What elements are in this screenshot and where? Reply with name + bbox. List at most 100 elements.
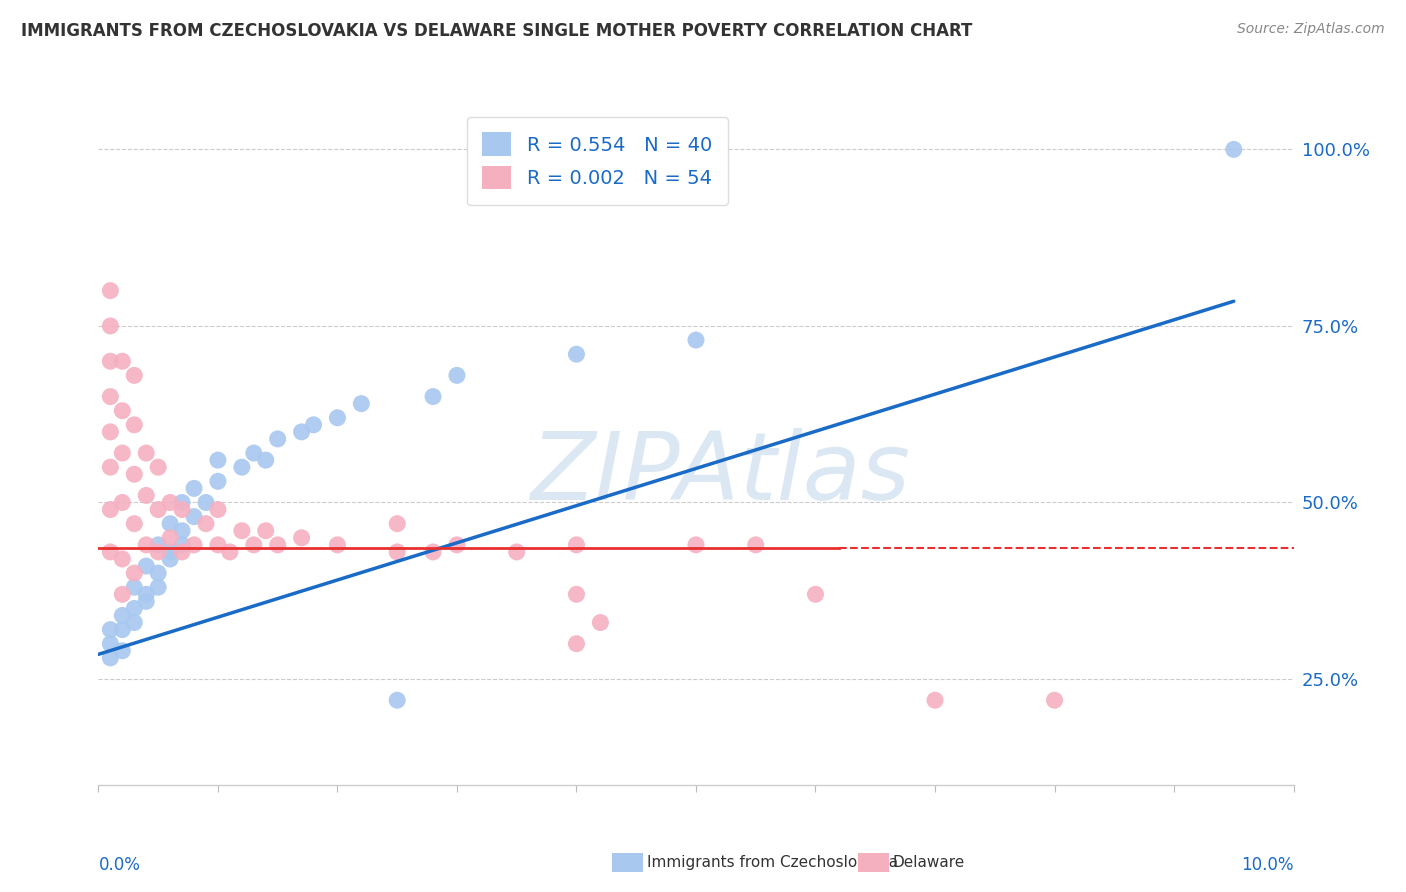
Point (243, 538, 266, 552)
Point (98, 318, 122, 333)
Point (111, 495, 134, 509)
Point (565, 587, 588, 601)
Point (124, 601, 146, 615)
Point (124, 368, 146, 383)
Point (135, 559, 157, 574)
Point (219, 545, 242, 559)
Point (124, 615, 146, 630)
Point (124, 566, 146, 581)
Point (172, 495, 194, 509)
Point (124, 580, 146, 594)
Text: 0.0%: 0.0% (98, 856, 141, 874)
Point (124, 417, 146, 432)
Point (231, 524, 253, 538)
Point (326, 538, 349, 552)
Point (291, 425, 314, 439)
Text: Source: ZipAtlas.com: Source: ZipAtlas.com (1237, 22, 1385, 37)
Text: ZIPAtlas: ZIPAtlas (530, 427, 910, 518)
Point (98, 354, 122, 368)
Point (111, 623, 134, 637)
Point (159, 545, 181, 559)
Text: Immigrants from Czechoslovakia: Immigrants from Czechoslovakia (647, 855, 898, 870)
Point (326, 410, 349, 425)
Point (148, 538, 170, 552)
Point (506, 545, 529, 559)
Point (446, 368, 468, 383)
Point (804, 587, 827, 601)
Point (148, 545, 170, 559)
Point (243, 446, 266, 460)
Point (124, 467, 146, 482)
Point (207, 538, 229, 552)
Point (267, 538, 290, 552)
Point (111, 446, 134, 460)
Text: 10.0%: 10.0% (1241, 856, 1294, 874)
Point (98, 651, 122, 665)
Point (135, 446, 157, 460)
Point (135, 538, 157, 552)
Point (685, 538, 707, 552)
Point (207, 475, 229, 489)
Point (565, 347, 588, 361)
Point (745, 538, 768, 552)
Point (98, 460, 122, 475)
Point (159, 552, 181, 566)
Point (111, 403, 134, 417)
Point (207, 453, 229, 467)
Point (385, 693, 409, 707)
Point (159, 531, 181, 545)
Point (111, 552, 134, 566)
Point (385, 545, 409, 559)
Point (172, 524, 194, 538)
Point (98, 284, 122, 298)
Point (183, 538, 205, 552)
Point (254, 524, 277, 538)
Text: Delaware: Delaware (893, 855, 965, 870)
Point (98, 545, 122, 559)
Point (589, 615, 612, 630)
Point (111, 644, 134, 658)
Point (183, 482, 205, 496)
Point (148, 502, 170, 516)
Point (183, 509, 205, 524)
Point (385, 516, 409, 531)
Point (446, 538, 468, 552)
Point (267, 432, 290, 446)
Point (422, 545, 444, 559)
Point (565, 637, 588, 651)
Point (1043, 693, 1066, 707)
Point (98, 502, 122, 516)
Point (148, 460, 170, 475)
Text: IMMIGRANTS FROM CZECHOSLOVAKIA VS DELAWARE SINGLE MOTHER POVERTY CORRELATION CHA: IMMIGRANTS FROM CZECHOSLOVAKIA VS DELAWA… (21, 22, 973, 40)
Point (111, 354, 134, 368)
Point (302, 417, 325, 432)
Point (135, 587, 157, 601)
Point (565, 538, 588, 552)
Point (195, 516, 218, 531)
Point (135, 488, 157, 502)
Point (207, 502, 229, 516)
Point (124, 516, 146, 531)
Point (291, 531, 314, 545)
Point (135, 594, 157, 608)
Point (254, 453, 277, 467)
Point (350, 396, 373, 410)
Point (148, 580, 170, 594)
Point (422, 390, 444, 404)
Point (1223, 143, 1246, 157)
Point (159, 516, 181, 531)
Point (195, 495, 218, 509)
Point (172, 538, 194, 552)
Point (111, 608, 134, 623)
Point (98, 623, 122, 637)
Point (111, 587, 134, 601)
Point (98, 637, 122, 651)
Legend: R = 0.554   N = 40, R = 0.002   N = 54: R = 0.554 N = 40, R = 0.002 N = 54 (467, 117, 728, 205)
Point (148, 566, 170, 581)
Point (685, 333, 707, 347)
Point (924, 693, 946, 707)
Point (172, 502, 194, 516)
Point (98, 390, 122, 404)
Point (98, 425, 122, 439)
Point (172, 545, 194, 559)
